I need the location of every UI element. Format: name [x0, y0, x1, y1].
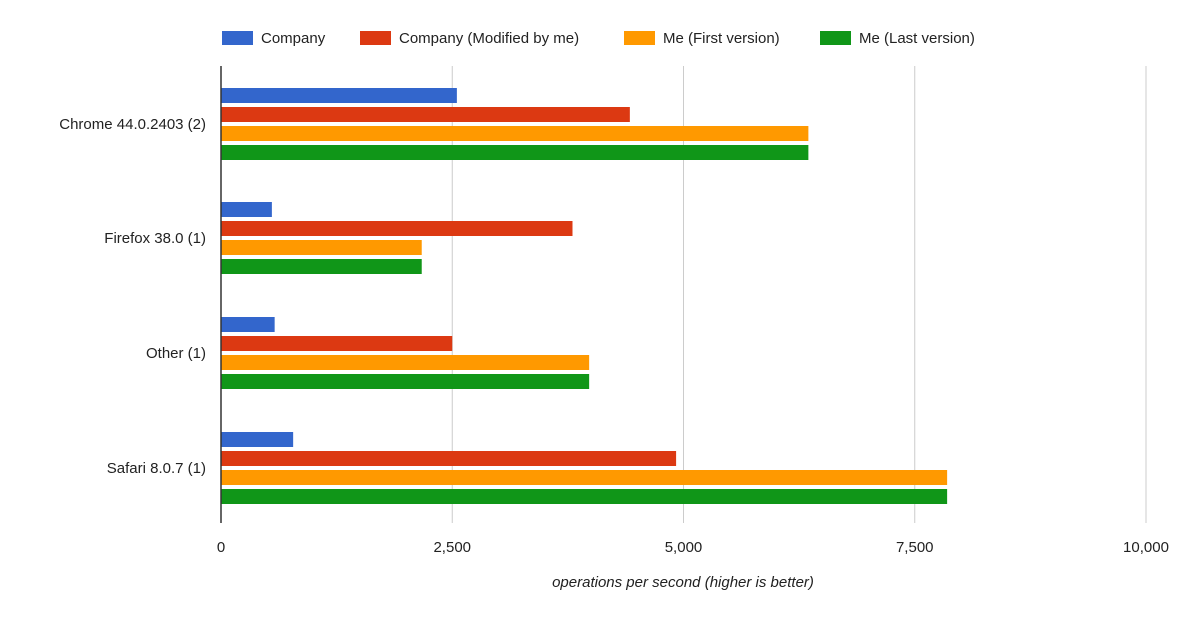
x-tick-labels: 0 2,500 5,000 7,500 10,000: [217, 539, 1169, 556]
bar[interactable]: [221, 432, 294, 447]
bar[interactable]: [221, 374, 590, 389]
legend-swatch: [820, 31, 851, 45]
x-tick-label: 10,000: [1123, 539, 1169, 556]
category-labels: Chrome 44.0.2403 (2) Firefox 38.0 (1) Othe…: [59, 116, 206, 477]
bar[interactable]: [221, 107, 630, 122]
bar[interactable]: [221, 240, 422, 255]
legend-swatch: [222, 31, 253, 45]
bar[interactable]: [221, 145, 809, 160]
bar[interactable]: [221, 336, 453, 351]
bar[interactable]: [221, 202, 272, 217]
x-tick-label: 0: [217, 539, 225, 556]
legend-item[interactable]: Me (First version): [624, 30, 780, 47]
legend-label: Me (First version): [663, 30, 780, 47]
legend: Company Company (Modified by me) Me (First…: [222, 30, 975, 47]
x-tick-label: 7,500: [896, 539, 934, 556]
bars: [221, 88, 948, 504]
bar[interactable]: [221, 451, 677, 466]
bar[interactable]: [221, 489, 948, 504]
legend-swatch: [360, 31, 391, 45]
bar[interactable]: [221, 355, 590, 370]
category-label: Safari 8.0.7 (1): [107, 460, 206, 477]
category-label: Other (1): [146, 345, 206, 362]
category-label: Firefox 38.0 (1): [104, 230, 206, 247]
bar[interactable]: [221, 126, 809, 141]
x-tick-label: 2,500: [433, 539, 471, 556]
legend-item[interactable]: Company (Modified by me): [360, 30, 579, 47]
legend-item[interactable]: Company: [222, 30, 326, 47]
x-tick-label: 5,000: [665, 539, 703, 556]
bar[interactable]: [221, 259, 422, 274]
legend-swatch: [624, 31, 655, 45]
category-label: Chrome 44.0.2403 (2): [59, 116, 206, 133]
bar[interactable]: [221, 221, 573, 236]
bar[interactable]: [221, 470, 948, 485]
legend-label: Company (Modified by me): [399, 30, 579, 47]
gridlines: [451, 66, 1147, 523]
legend-label: Company: [261, 30, 326, 47]
bar[interactable]: [221, 317, 275, 332]
bar[interactable]: [221, 88, 457, 103]
legend-label: Me (Last version): [859, 30, 975, 47]
legend-item[interactable]: Me (Last version): [820, 30, 975, 47]
x-axis-title: operations per second (higher is better): [552, 574, 814, 591]
